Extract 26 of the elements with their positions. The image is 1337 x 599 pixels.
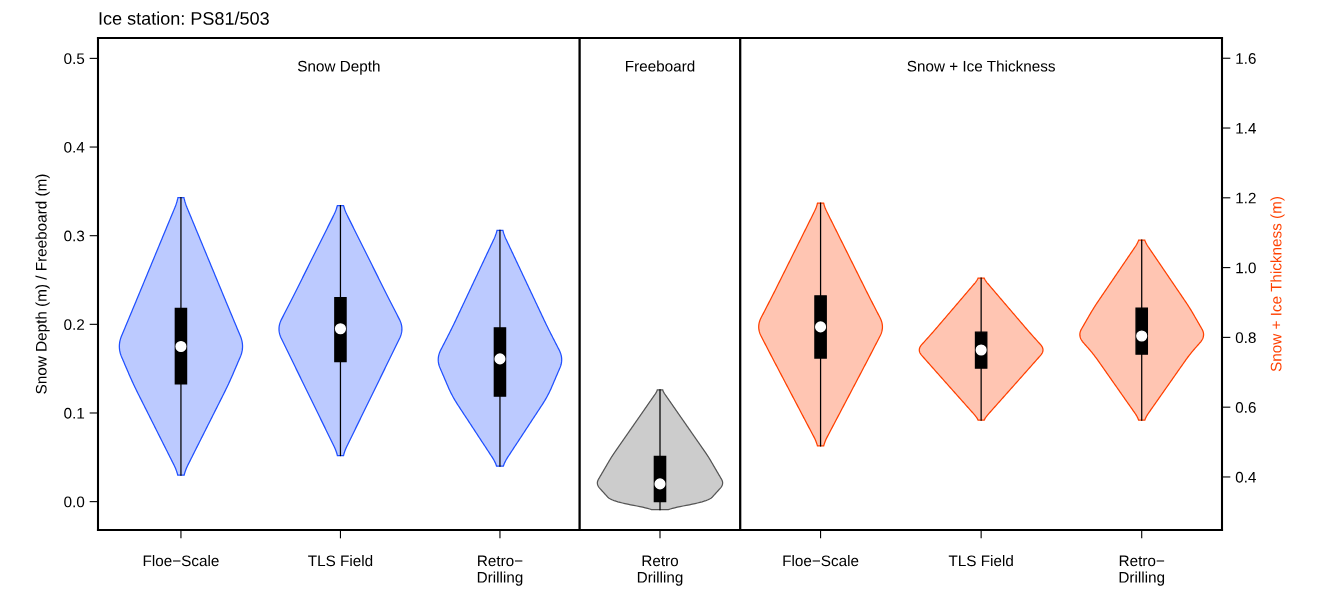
y2-tick-label: 0.4 xyxy=(1235,471,1256,483)
x-tick-label: Retro Drilling xyxy=(637,555,683,586)
x-tick-label: Floe−Scale xyxy=(143,555,219,567)
x-tick-label: TLS Field xyxy=(308,555,373,567)
y2-tick-label: 0.6 xyxy=(1235,402,1256,413)
chart-title: Ice station: PS81/503 xyxy=(99,11,269,25)
y2-tick-label: 1.0 xyxy=(1236,262,1256,274)
y-tick-label: 0.3 xyxy=(64,230,85,242)
y-tick-label: 0.2 xyxy=(64,319,85,331)
y-axis-title: Snow Depth (m) / Freeboard (m) xyxy=(35,174,50,394)
y-tick-label: 0.1 xyxy=(64,407,85,419)
y2-tick-label: 1.4 xyxy=(1236,123,1256,134)
x-tick-label: Retro− Drilling xyxy=(477,555,523,586)
x-tick-label: Floe−Scale xyxy=(783,555,859,567)
text: Freeboard xyxy=(626,60,695,72)
y-tick-label: 0.0 xyxy=(64,496,85,508)
y2-tick-label: 0.8 xyxy=(1235,332,1256,344)
text: Snow Depth xyxy=(297,60,380,75)
y2-tick-label: 1.6 xyxy=(1236,53,1256,64)
y-tick-label: 0.5 xyxy=(64,53,85,65)
y2-axis-title: Snow + Ice Thickness (m) xyxy=(1270,196,1285,372)
y2-tick-label: 1.2 xyxy=(1236,192,1256,204)
text: Snow + Ice Thickness xyxy=(907,60,1055,72)
x-tick-label: TLS Field xyxy=(948,555,1013,567)
y-tick-label: 0.4 xyxy=(64,141,85,153)
x-tick-label: Retro− Drilling xyxy=(1119,555,1165,586)
